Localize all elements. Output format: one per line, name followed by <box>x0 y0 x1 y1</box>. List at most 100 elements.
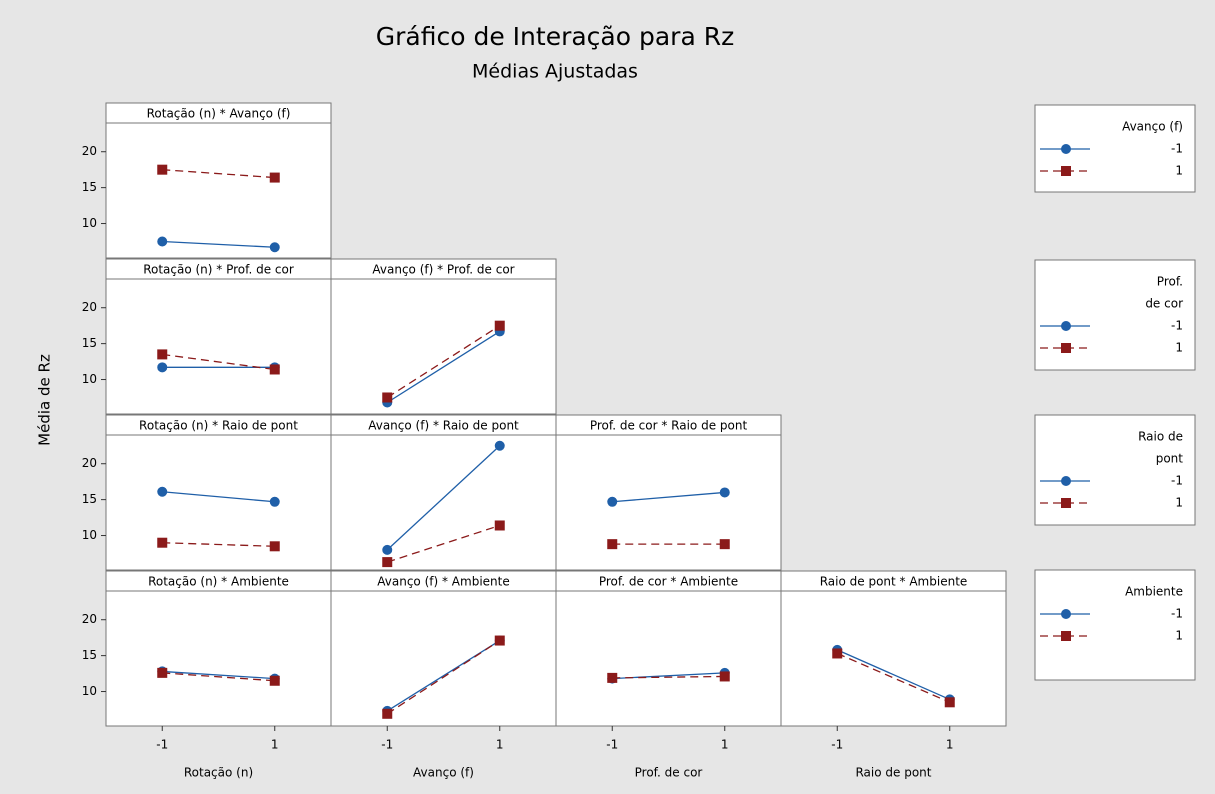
panel-title: Avanço (f) * Raio de pont <box>368 419 519 433</box>
panel <box>330 278 557 415</box>
y-tick-label: 20 <box>82 300 97 314</box>
chart-subtitle: Médias Ajustadas <box>472 61 638 83</box>
x-axis-label: Avanço (f) <box>413 766 474 780</box>
y-tick-label: 10 <box>82 528 97 542</box>
panel-title: Rotação (n) * Prof. de cor <box>143 263 294 277</box>
panel-title: Avanço (f) * Ambiente <box>377 575 509 589</box>
x-tick-label: 1 <box>271 738 279 752</box>
series-line <box>836 649 951 701</box>
marker <box>494 320 505 331</box>
marker <box>382 392 393 403</box>
marker <box>269 675 280 686</box>
marker <box>1061 609 1071 619</box>
y-tick-label: 15 <box>82 180 97 194</box>
panel-title: Rotação (n) * Raio de pont <box>139 419 298 433</box>
panel <box>105 590 332 727</box>
series-line <box>612 675 725 679</box>
marker <box>157 667 168 678</box>
legend-label: 1 <box>1175 629 1183 643</box>
legend-label: 1 <box>1175 496 1183 510</box>
y-tick-label: 15 <box>82 648 97 662</box>
series-line <box>386 330 501 404</box>
panel-title: Rotação (n) * Ambiente <box>148 575 289 589</box>
marker <box>382 557 393 568</box>
marker <box>719 487 730 498</box>
marker <box>269 541 280 552</box>
legend-label: -1 <box>1171 474 1183 488</box>
y-tick-label: 20 <box>82 456 97 470</box>
legend-title: Prof. <box>1157 275 1183 289</box>
panel-title: Raio de pont * Ambiente <box>820 575 968 589</box>
series-line <box>612 491 725 503</box>
y-axis-label: Média de Rz <box>36 354 54 446</box>
panel <box>330 590 557 727</box>
series-line <box>387 524 500 563</box>
marker <box>157 164 168 175</box>
panel-title: Avanço (f) * Prof. de cor <box>372 263 514 277</box>
legend-title: Raio de <box>1138 430 1183 444</box>
series-line <box>162 542 275 547</box>
marker <box>1061 476 1071 486</box>
marker <box>494 635 505 646</box>
legend-title: Avanço (f) <box>1122 120 1183 134</box>
series-line <box>386 639 501 712</box>
marker <box>382 708 393 719</box>
series-line <box>386 445 501 551</box>
series-line <box>162 353 275 371</box>
marker <box>1061 144 1071 154</box>
series-line <box>162 491 275 503</box>
panel <box>105 278 332 415</box>
x-tick-label: 1 <box>496 738 504 752</box>
y-tick-label: 15 <box>82 492 97 506</box>
series-line <box>836 652 951 703</box>
marker <box>944 697 955 708</box>
x-axis-label: Prof. de cor <box>635 766 703 780</box>
panel <box>555 590 782 727</box>
legend-box <box>1034 569 1196 681</box>
panel-title: Prof. de cor * Ambiente <box>599 575 738 589</box>
marker <box>494 440 505 451</box>
panel-title: Prof. de cor * Raio de pont <box>590 419 748 433</box>
y-tick-label: 10 <box>82 372 97 386</box>
marker <box>269 364 280 375</box>
marker <box>157 362 168 373</box>
panel <box>330 434 557 571</box>
marker <box>832 648 843 659</box>
series-line <box>162 240 275 248</box>
marker <box>1061 498 1071 508</box>
legend-label: 1 <box>1175 164 1183 178</box>
y-tick-label: 10 <box>82 216 97 230</box>
marker <box>607 496 618 507</box>
marker <box>269 496 280 507</box>
series-line <box>162 672 275 682</box>
marker <box>719 671 730 682</box>
panel <box>780 590 1007 727</box>
legend-label: -1 <box>1171 319 1183 333</box>
marker <box>1061 343 1071 353</box>
panel <box>555 434 782 571</box>
panel-title: Rotação (n) * Avanço (f) <box>147 107 291 121</box>
legend-title: pont <box>1156 452 1184 466</box>
legend-label: 1 <box>1175 341 1183 355</box>
x-tick-label: 1 <box>946 738 954 752</box>
x-axis-label: Rotação (n) <box>184 766 253 780</box>
legend-label: -1 <box>1171 607 1183 621</box>
x-tick-label: 1 <box>721 738 729 752</box>
x-tick-label: -1 <box>156 738 168 752</box>
legend-title: Ambiente <box>1125 585 1183 599</box>
legend-label: -1 <box>1171 142 1183 156</box>
marker <box>1061 631 1071 641</box>
legend-title: de cor <box>1145 297 1183 311</box>
marker <box>1061 166 1071 176</box>
x-tick-label: -1 <box>606 738 618 752</box>
series-line <box>386 640 501 715</box>
series-line <box>162 169 275 179</box>
series-line <box>162 670 275 680</box>
marker <box>269 242 280 253</box>
marker <box>157 486 168 497</box>
x-tick-label: -1 <box>831 738 843 752</box>
x-axis-label: Raio de pont <box>855 766 931 780</box>
panel <box>105 122 332 259</box>
marker <box>1061 321 1071 331</box>
